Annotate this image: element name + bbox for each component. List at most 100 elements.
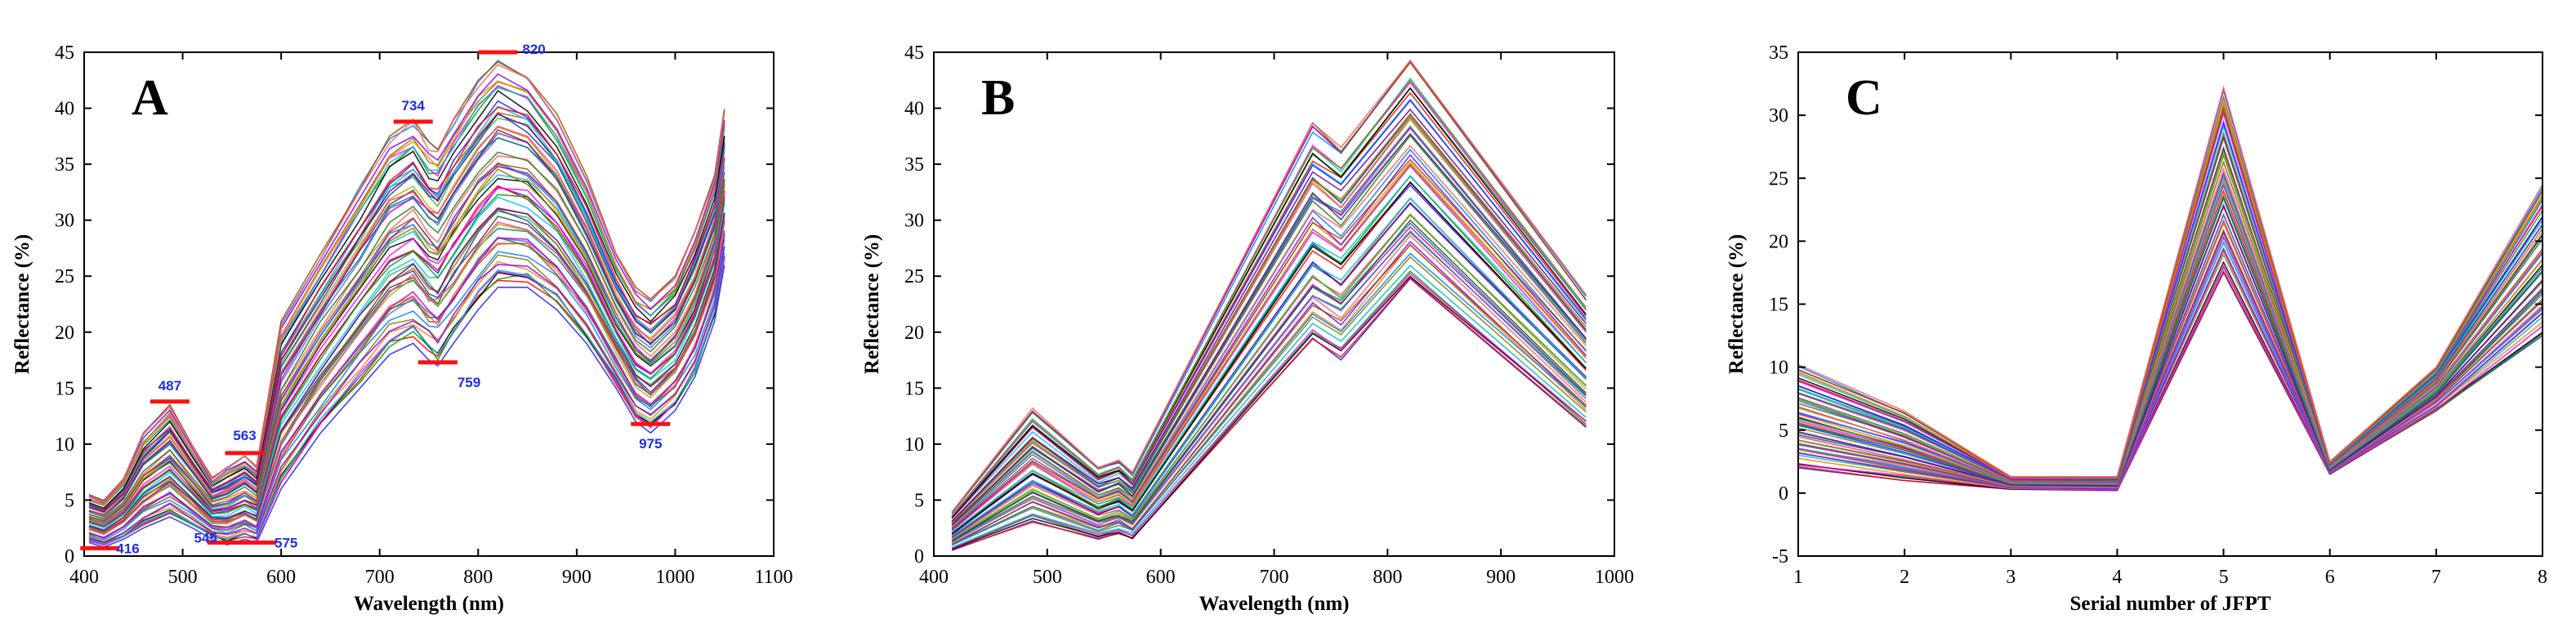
x-tick-label: 3 bbox=[2006, 567, 2016, 588]
series-line bbox=[88, 106, 725, 511]
x-axis-label: Wavelength (nm) bbox=[1199, 593, 1349, 615]
series-line bbox=[88, 126, 725, 514]
panel-letter: A bbox=[132, 70, 168, 126]
peak-label: 575 bbox=[275, 536, 297, 551]
x-tick-label: 6 bbox=[2325, 567, 2335, 588]
y-tick-label: 10 bbox=[1769, 358, 1788, 379]
peak-label: 820 bbox=[522, 42, 545, 57]
y-tick-label: 0 bbox=[65, 546, 74, 567]
series-line bbox=[951, 181, 1587, 535]
series-line bbox=[88, 207, 725, 532]
y-tick-label: 5 bbox=[914, 490, 924, 511]
y-tick-label: 20 bbox=[1769, 231, 1788, 252]
series-line bbox=[1797, 172, 2543, 484]
x-tick-label: 700 bbox=[365, 567, 395, 588]
series-line bbox=[1797, 167, 2543, 483]
axes-frame bbox=[83, 51, 775, 557]
y-axis-label: Reflectance (%) bbox=[11, 234, 33, 374]
y-axis-label: Reflectance (%) bbox=[1726, 234, 1748, 374]
series-line bbox=[88, 221, 725, 536]
x-tick-label: 4 bbox=[2112, 567, 2122, 588]
series-line bbox=[951, 164, 1587, 532]
peak-label: 416 bbox=[116, 541, 139, 556]
y-tick-label: 30 bbox=[904, 211, 924, 232]
series-group bbox=[1797, 85, 2543, 492]
peak-label: 759 bbox=[458, 375, 480, 390]
y-tick-label: 20 bbox=[55, 323, 74, 344]
y-axis-label: Reflectance (%) bbox=[861, 234, 883, 374]
series-line bbox=[1797, 124, 2543, 481]
series-line bbox=[1797, 194, 2543, 486]
series-line bbox=[1797, 95, 2543, 478]
panel-letter: B bbox=[981, 70, 1015, 126]
x-tick-label: 500 bbox=[168, 567, 198, 588]
x-tick-label: 400 bbox=[69, 567, 99, 588]
series-line bbox=[951, 149, 1587, 529]
series-line bbox=[951, 175, 1587, 533]
series-line bbox=[1797, 204, 2543, 487]
y-tick-label: 5 bbox=[1779, 421, 1788, 442]
peak-label: 975 bbox=[639, 436, 662, 452]
series-line bbox=[951, 158, 1587, 529]
panel-letter: C bbox=[1846, 70, 1882, 126]
series-line bbox=[88, 64, 725, 503]
peak-label: 487 bbox=[158, 378, 181, 394]
series-line bbox=[88, 187, 725, 527]
x-tick-label: 5 bbox=[2219, 567, 2229, 588]
series-line bbox=[951, 145, 1587, 527]
series-line bbox=[951, 91, 1587, 519]
series-line bbox=[951, 229, 1587, 543]
y-tick-label: 25 bbox=[55, 266, 74, 287]
x-tick-label: 600 bbox=[266, 567, 296, 588]
x-tick-label: 7 bbox=[2431, 567, 2441, 588]
series-line bbox=[88, 73, 725, 504]
series-line bbox=[1797, 264, 2543, 492]
series-line bbox=[951, 108, 1587, 522]
y-tick-label: 40 bbox=[904, 99, 924, 120]
y-tick-label: 40 bbox=[55, 99, 74, 120]
y-tick-label: 30 bbox=[55, 211, 74, 232]
y-tick-label: 45 bbox=[904, 42, 924, 64]
series-line bbox=[1797, 251, 2543, 490]
y-tick-label: -5 bbox=[1772, 546, 1788, 567]
x-tick-label: 400 bbox=[919, 567, 949, 588]
x-tick-label: 600 bbox=[1146, 567, 1176, 588]
x-tick-label: 1000 bbox=[1595, 567, 1634, 588]
x-tick-label: 900 bbox=[562, 567, 592, 588]
series-line bbox=[951, 59, 1587, 513]
peak-label: 563 bbox=[233, 428, 256, 443]
y-tick-label: 10 bbox=[55, 434, 74, 456]
series-line bbox=[1797, 135, 2543, 482]
x-axis-label: Wavelength (nm) bbox=[354, 593, 504, 615]
series-line bbox=[951, 234, 1587, 543]
series-line bbox=[88, 194, 725, 528]
y-tick-label: 20 bbox=[904, 323, 924, 344]
series-line bbox=[88, 151, 725, 520]
y-tick-label: 35 bbox=[904, 154, 924, 176]
y-tick-label: 15 bbox=[55, 378, 74, 399]
x-tick-label: 1000 bbox=[655, 567, 694, 588]
y-tick-label: 15 bbox=[904, 378, 924, 399]
y-tick-label: 30 bbox=[1769, 105, 1788, 127]
series-line bbox=[951, 161, 1587, 530]
y-tick-label: 0 bbox=[1779, 483, 1788, 505]
series-line bbox=[88, 168, 725, 524]
x-tick-label: 1100 bbox=[754, 567, 792, 588]
series-line bbox=[951, 79, 1587, 517]
series-line bbox=[88, 252, 725, 545]
x-tick-label: 700 bbox=[1260, 567, 1289, 588]
y-tick-label: 10 bbox=[904, 434, 924, 456]
series-line bbox=[88, 162, 725, 522]
y-tick-label: 25 bbox=[1769, 168, 1788, 189]
series-line bbox=[951, 214, 1587, 541]
series-line bbox=[1797, 219, 2543, 487]
y-tick-label: 35 bbox=[1769, 42, 1788, 64]
x-tick-label: 8 bbox=[2538, 567, 2547, 588]
series-line bbox=[951, 197, 1587, 537]
panel-b: 400 500 600 700 800 900 1000 0 5 10 15 20 25 30 35 40 45… bbox=[861, 42, 1634, 615]
series-line bbox=[951, 252, 1587, 546]
x-tick-label: 800 bbox=[463, 567, 493, 588]
series-line bbox=[1797, 248, 2543, 490]
x-tick-label: 1 bbox=[1793, 567, 1803, 588]
y-tick-label: 5 bbox=[65, 490, 74, 511]
